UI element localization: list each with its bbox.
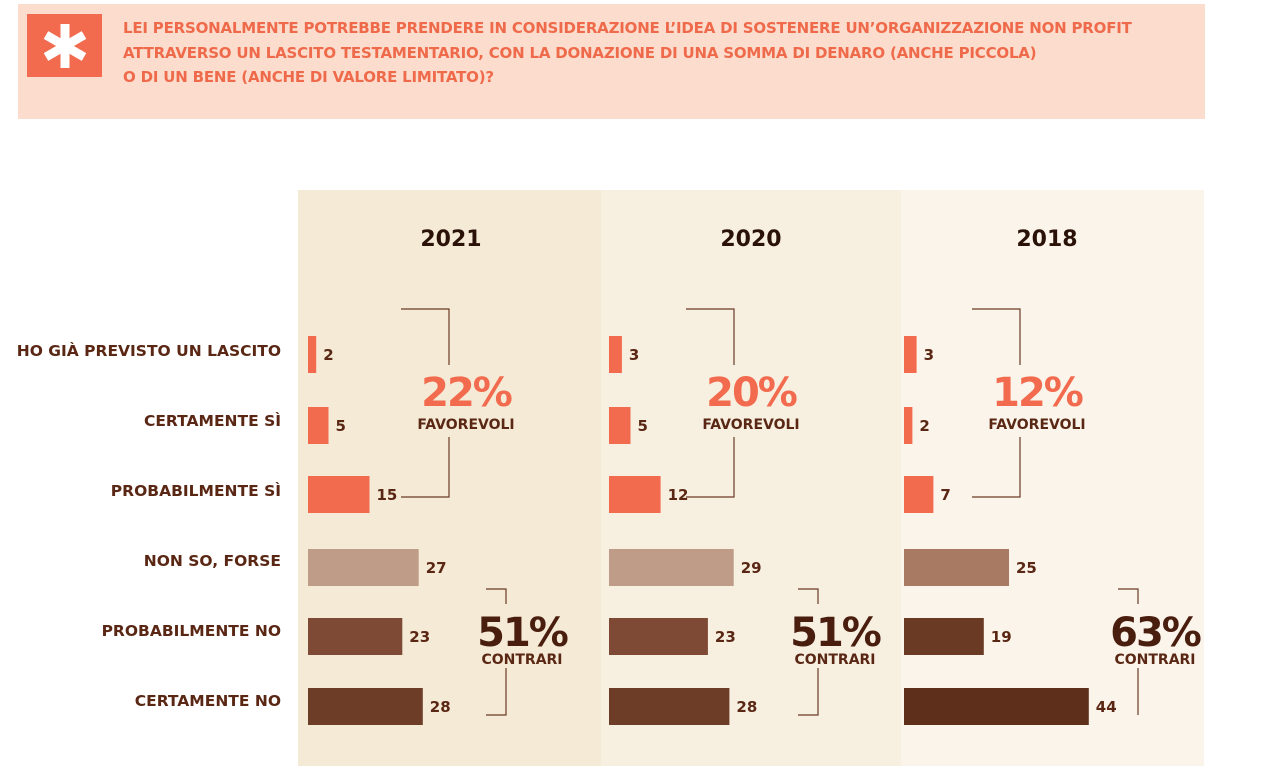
bar — [308, 407, 329, 444]
data-label: 28 — [736, 698, 757, 716]
data-label: 7 — [940, 486, 950, 504]
year-header-2021: 2021 — [420, 227, 481, 252]
favorevoli-label: FAVOREVOLI — [417, 417, 514, 433]
data-label: 2 — [919, 417, 929, 435]
data-label: 12 — [668, 486, 689, 504]
data-label: 28 — [430, 698, 451, 716]
favorevoli-label: FAVOREVOLI — [988, 417, 1085, 433]
question-text: LEI PERSONALMENTE POTREBBE PRENDERE IN C… — [123, 16, 1183, 90]
contrari-percent: 51% — [477, 610, 568, 656]
contrari-bracket — [1118, 588, 1139, 715]
question-banner: LEI PERSONALMENTE POTREBBE PRENDERE IN C… — [18, 4, 1205, 119]
favorevoli-percent: 22% — [421, 370, 512, 416]
data-label: 23 — [409, 628, 430, 646]
category-label: PROBABILMENTE NO — [102, 622, 281, 640]
bar — [609, 407, 631, 444]
category-label: CERTAMENTE NO — [135, 692, 281, 710]
panel-2018 — [901, 190, 1204, 766]
bar — [308, 618, 403, 655]
data-label: 5 — [336, 417, 346, 435]
favorevoli-percent: 20% — [706, 370, 797, 416]
bar — [904, 336, 917, 373]
asterisk-icon — [43, 23, 86, 68]
bar — [609, 476, 661, 513]
data-label: 23 — [715, 628, 736, 646]
bar — [904, 688, 1089, 725]
bar — [609, 618, 708, 655]
bar — [904, 549, 1009, 586]
bar — [904, 618, 984, 655]
bar — [308, 336, 317, 373]
favorevoli-label: FAVOREVOLI — [702, 417, 799, 433]
bar — [904, 476, 934, 513]
question-line: ATTRAVERSO UN LASCITO TESTAMENTARIO, CON… — [123, 43, 1037, 62]
bar — [609, 549, 734, 586]
year-header-2018: 2018 — [1016, 227, 1077, 252]
category-label: HO GIÀ PREVISTO UN LASCITO — [17, 341, 281, 360]
question-line: O DI UN BENE (ANCHE DI VALORE LIMITATO)? — [123, 68, 494, 86]
contrari-label: CONTRARI — [794, 652, 875, 668]
contrari-bracket — [798, 588, 819, 716]
bar — [308, 688, 423, 725]
question-line: LEI PERSONALMENTE POTREBBE PRENDERE IN C… — [123, 19, 1132, 37]
category-label: NON SO, FORSE — [144, 552, 281, 570]
data-label: 27 — [426, 559, 447, 577]
category-label: PROBABILMENTE SÌ — [111, 481, 281, 500]
favorevoli-bracket — [401, 308, 450, 498]
data-label: 19 — [991, 628, 1012, 646]
contrari-label: CONTRARI — [481, 652, 562, 668]
category-label: CERTAMENTE SÌ — [144, 411, 281, 430]
bar — [308, 476, 370, 513]
asterisk-badge — [27, 14, 102, 77]
data-label: 44 — [1096, 698, 1117, 716]
year-header-2020: 2020 — [720, 227, 781, 252]
contrari-bracket — [486, 588, 507, 716]
data-label: 29 — [741, 559, 762, 577]
favorevoli-percent: 12% — [992, 370, 1083, 416]
favorevoli-bracket — [686, 308, 735, 498]
favorevoli-bracket — [972, 308, 1021, 498]
data-label: 2 — [323, 346, 333, 364]
bar — [609, 688, 730, 725]
bar — [308, 549, 419, 586]
contrari-label: CONTRARI — [1114, 652, 1195, 668]
data-label: 25 — [1016, 559, 1037, 577]
contrari-percent: 51% — [790, 610, 881, 656]
contrari-percent: 63% — [1110, 610, 1201, 656]
data-label: 3 — [629, 346, 639, 364]
bar — [904, 407, 913, 444]
data-label: 3 — [924, 346, 934, 364]
bar — [609, 336, 622, 373]
data-label: 5 — [638, 417, 648, 435]
data-label: 15 — [377, 486, 398, 504]
